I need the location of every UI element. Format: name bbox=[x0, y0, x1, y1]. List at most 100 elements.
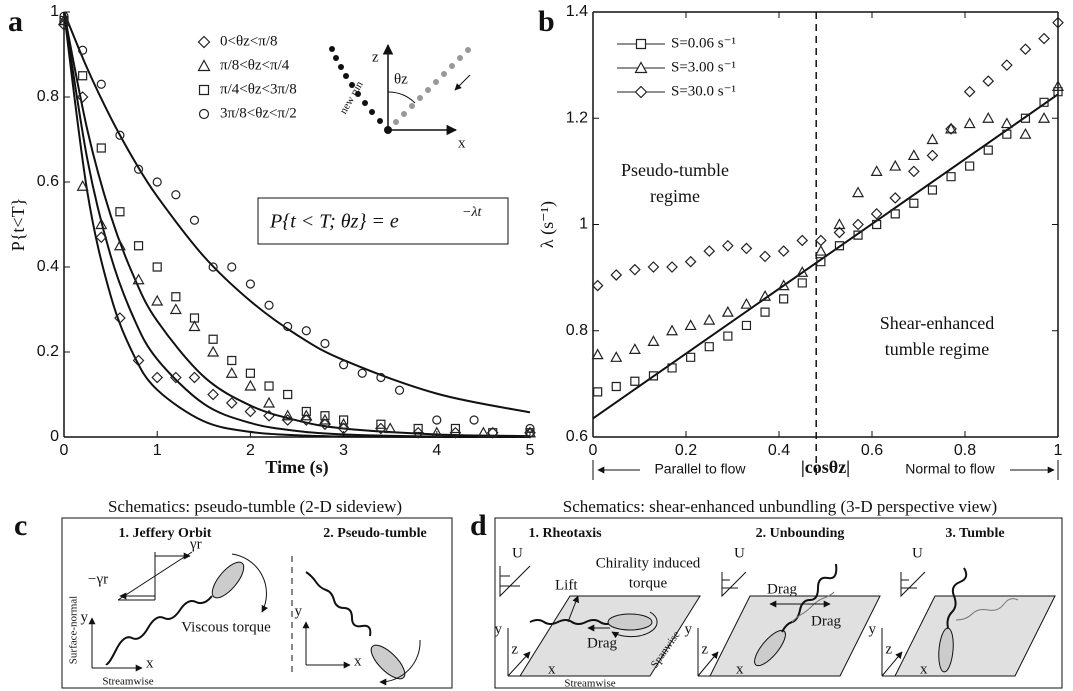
data-point bbox=[740, 297, 753, 309]
x-tick-label: 0 bbox=[589, 442, 598, 459]
data-point bbox=[777, 279, 790, 291]
data-point bbox=[889, 159, 902, 171]
data-point bbox=[629, 263, 641, 276]
label: y bbox=[495, 621, 503, 637]
y-tick-label: 1 bbox=[579, 216, 588, 233]
data-point bbox=[1038, 32, 1050, 45]
data-point bbox=[95, 231, 108, 244]
data-point bbox=[338, 360, 349, 370]
data-point bbox=[384, 422, 397, 434]
data-point bbox=[394, 385, 405, 395]
label: x bbox=[920, 661, 928, 677]
data-point bbox=[667, 363, 677, 373]
step-title: 2. Unbounding bbox=[756, 526, 845, 541]
data-point bbox=[188, 371, 201, 384]
data-point bbox=[1019, 43, 1032, 56]
label: Drag bbox=[811, 613, 841, 629]
data-point bbox=[1020, 113, 1031, 123]
data-point bbox=[591, 279, 604, 292]
data-point bbox=[132, 273, 145, 285]
data-point bbox=[95, 218, 108, 230]
data-point bbox=[171, 292, 181, 302]
data-point bbox=[357, 368, 367, 378]
data-point bbox=[927, 185, 938, 195]
legend-marker bbox=[197, 59, 211, 72]
data-point bbox=[815, 234, 827, 247]
x-tick-label: 0.2 bbox=[675, 442, 697, 459]
data-point bbox=[96, 143, 106, 153]
x-tick-label: 0.6 bbox=[861, 442, 883, 459]
label: x bbox=[736, 661, 744, 677]
data-point bbox=[593, 387, 603, 397]
data-point bbox=[430, 426, 443, 438]
label: Surface-normal bbox=[68, 596, 80, 664]
data-point bbox=[796, 234, 809, 247]
data-point bbox=[78, 71, 88, 81]
data-point bbox=[151, 371, 164, 384]
label: y bbox=[295, 603, 303, 619]
x-axis-label: Time (s) bbox=[265, 457, 328, 478]
y-tick-label: 0.2 bbox=[37, 343, 59, 360]
data-point bbox=[610, 351, 623, 362]
data-point bbox=[300, 414, 313, 426]
data-point bbox=[1002, 129, 1012, 139]
legend-label: π/8<θz<π/4 bbox=[220, 57, 290, 73]
data-point bbox=[648, 371, 659, 381]
data-point bbox=[907, 149, 920, 161]
data-point bbox=[469, 415, 479, 425]
x-tick-label: 0.8 bbox=[954, 442, 976, 459]
data-point bbox=[113, 239, 126, 251]
inset bbox=[329, 43, 471, 136]
data-point bbox=[834, 241, 845, 251]
equation: P{t < T; θz} = e bbox=[269, 211, 399, 233]
y-tick-label: 1 bbox=[50, 3, 59, 20]
data-point bbox=[965, 161, 975, 171]
label: y bbox=[869, 621, 877, 637]
data-point bbox=[449, 426, 462, 439]
data-point bbox=[759, 250, 771, 263]
data-point bbox=[777, 245, 790, 257]
legend-marker bbox=[197, 35, 211, 49]
data-point bbox=[225, 397, 238, 409]
data-point bbox=[686, 352, 696, 362]
y-axis-label: λ (s⁻¹) bbox=[537, 201, 558, 248]
step-title: 1. Jeffery Orbit bbox=[119, 526, 212, 541]
data-point bbox=[376, 419, 386, 429]
step-title: 3. Tumble bbox=[945, 526, 1004, 541]
data-point bbox=[1019, 127, 1032, 139]
label: Streamwise bbox=[102, 676, 153, 688]
data-point bbox=[301, 326, 311, 336]
y-tick-label: 0 bbox=[50, 428, 59, 445]
data-point bbox=[264, 381, 274, 391]
data-point bbox=[208, 334, 218, 344]
x-tick-label: 0.4 bbox=[768, 442, 790, 459]
data-point bbox=[59, 11, 69, 21]
data-point bbox=[722, 239, 734, 252]
label: Drag bbox=[767, 581, 797, 597]
data-point bbox=[283, 389, 293, 400]
data-point bbox=[283, 321, 293, 332]
annotation: Normal to flow bbox=[905, 461, 995, 477]
label: −γr bbox=[88, 571, 108, 587]
legend-marker bbox=[635, 38, 647, 50]
y-tick-label: 0.4 bbox=[37, 258, 59, 275]
legend-marker bbox=[198, 108, 210, 120]
inset-label: z bbox=[372, 49, 379, 65]
label: Streamwise bbox=[564, 678, 615, 690]
data-point bbox=[76, 180, 89, 191]
data-point bbox=[796, 266, 809, 277]
label: z bbox=[511, 641, 518, 657]
label: y bbox=[685, 621, 693, 637]
data-point bbox=[963, 85, 976, 98]
x-tick-label: 3 bbox=[339, 442, 348, 459]
y-tick-label: 1.4 bbox=[566, 3, 588, 20]
x-tick-label: 5 bbox=[526, 442, 535, 459]
data-point bbox=[189, 215, 200, 225]
data-point bbox=[151, 294, 164, 306]
data-point bbox=[413, 423, 423, 434]
data-point bbox=[1000, 117, 1013, 129]
data-point bbox=[740, 242, 753, 255]
schematic-d-drawing bbox=[499, 563, 1056, 677]
label: γr bbox=[189, 536, 202, 552]
data-point bbox=[188, 320, 201, 332]
